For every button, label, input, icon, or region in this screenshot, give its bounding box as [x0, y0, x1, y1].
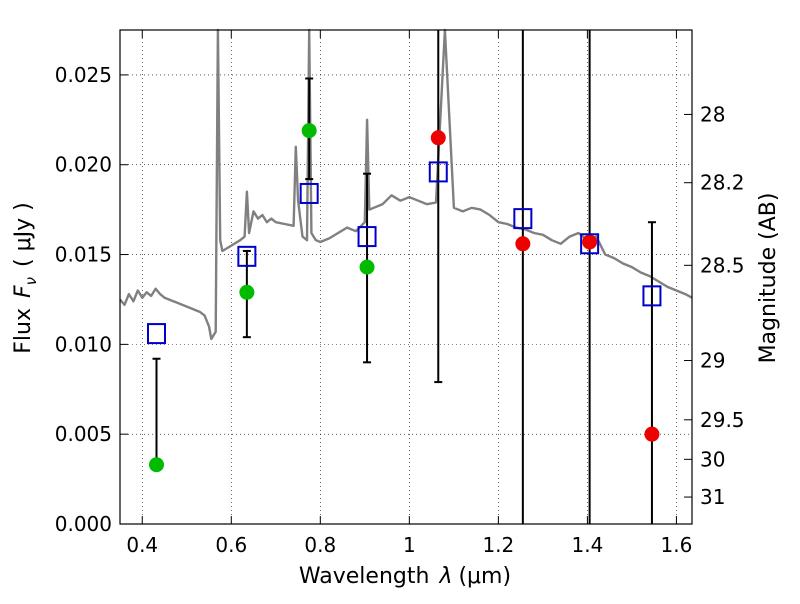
data-point: [430, 130, 446, 146]
model-band-marker: [428, 161, 448, 183]
y-tick-label: 0.015: [55, 243, 112, 267]
x-axis-label: Wavelength λ (μm): [299, 564, 511, 589]
y-axis-ticks: 0.000 0.005 0.010 0.015 0.020 0.025: [55, 63, 128, 536]
x-axis-ticks: 0.4 0.6 0.8 1 1.2 1.4 1.6: [126, 30, 692, 557]
y-tick-label: 0.005: [55, 422, 112, 446]
y2-tick-label: 29: [700, 349, 725, 373]
y2-tick-label: 28.5: [700, 253, 745, 277]
model-band-marker: [580, 233, 600, 255]
y-axis-label: FluxFν( μJy ): [11, 202, 40, 353]
model-band-marker: [237, 245, 257, 267]
y2-tick-label: 28.2: [700, 171, 745, 195]
x-tick-label: 1: [403, 533, 416, 557]
x-tick-label: 0.4: [126, 533, 158, 557]
y2-tick-label: 31: [700, 485, 725, 509]
data-point: [239, 284, 255, 300]
model-spectrum-line: [119, 28, 693, 341]
data-point: [515, 236, 531, 252]
data-point: [149, 457, 165, 473]
model-band-marker: [299, 182, 319, 204]
y-tick-label: 0.025: [55, 63, 112, 87]
y2-tick-label: 28: [700, 102, 725, 126]
y-tick-label: 0.010: [55, 332, 112, 356]
model-band-marker: [513, 208, 533, 230]
x-tick-label: 1.4: [571, 533, 603, 557]
data-point: [359, 259, 375, 275]
y-tick-label: 0.000: [55, 512, 112, 536]
x-tick-label: 0.8: [304, 533, 336, 557]
plot-frame: [119, 29, 693, 525]
x-tick-label: 1.2: [482, 533, 514, 557]
y2-tick-label: 29.5: [700, 408, 745, 432]
data-point: [301, 123, 317, 139]
model-band-marker: [642, 285, 662, 307]
x-tick-label: 0.6: [215, 533, 247, 557]
y2-axis-label: Magnitude (AB): [756, 193, 781, 364]
model-spectrum-layer: [119, 28, 693, 341]
data-points-layer: [147, 123, 662, 473]
errorbar-layer: [152, 30, 656, 524]
x-tick-label: 1.6: [661, 533, 693, 557]
grid: [120, 30, 692, 525]
y2-axis-ticks: 28 28.2 28.5 29 29.5 30 31: [684, 102, 745, 509]
y2-tick-label: 30: [700, 447, 725, 471]
y-tick-label: 0.020: [55, 153, 112, 177]
data-point: [644, 426, 660, 442]
data-point: [582, 234, 598, 250]
model-band-marker: [147, 323, 167, 345]
model-band-marker: [357, 226, 377, 248]
